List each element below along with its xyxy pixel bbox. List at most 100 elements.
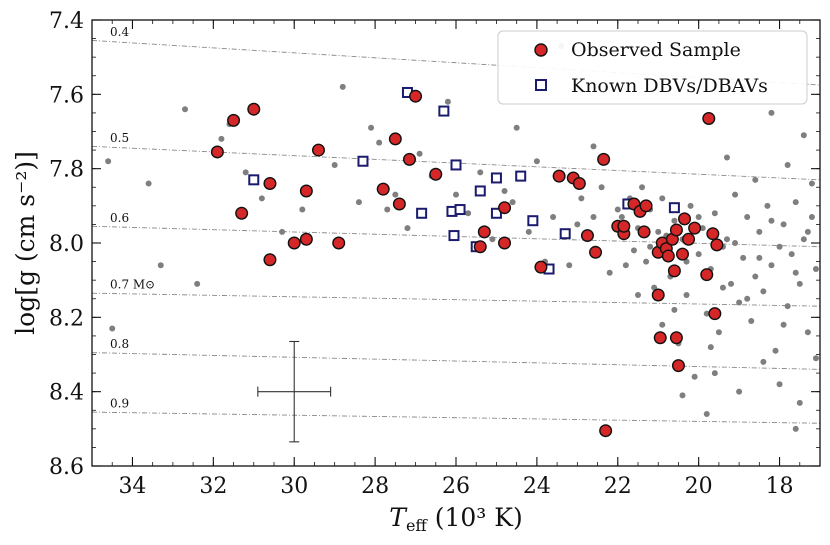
known-dbv-point-1	[357, 155, 369, 167]
mass-track-4	[92, 352, 820, 370]
y-axis-label: log[g (cm s⁻²)]	[11, 151, 40, 335]
x-axis-label: Teff (10³ K)	[389, 503, 522, 535]
y-tick-label-6: 8.6	[49, 455, 84, 480]
mass-track-label-3: 0.7 M⊙	[110, 278, 155, 292]
background-point-91	[647, 243, 654, 250]
background-point-13	[331, 161, 338, 168]
background-point-6	[218, 135, 225, 142]
known-dbv-point-11	[490, 172, 502, 184]
background-point-98	[732, 240, 739, 246]
background-point-49	[655, 228, 662, 235]
background-point-108	[796, 399, 803, 406]
background-point-61	[703, 310, 710, 317]
background-point-53	[671, 217, 678, 224]
observed-point-17	[477, 225, 491, 239]
background-point-59	[695, 251, 702, 258]
background-point-74	[756, 228, 763, 235]
background-point-2	[145, 180, 152, 187]
background-point-40	[614, 206, 621, 213]
observed-point-18	[473, 240, 487, 254]
observed-point-41	[675, 247, 689, 261]
background-point-24	[453, 191, 459, 198]
background-point-5	[194, 280, 201, 287]
background-point-79	[776, 243, 783, 250]
background-point-99	[744, 295, 751, 302]
background-point-35	[566, 262, 573, 269]
background-point-87	[808, 213, 815, 220]
background-point-64	[715, 329, 722, 336]
background-point-76	[764, 202, 771, 209]
legend-label-known: Known DBVs/DBAVs	[571, 75, 768, 97]
background-point-100	[756, 254, 763, 261]
background-point-50	[659, 321, 666, 328]
legend-marker-known	[535, 79, 547, 91]
background-point-113	[784, 161, 791, 168]
background-point-68	[732, 191, 739, 198]
background-point-120	[703, 410, 710, 417]
background-point-36	[578, 195, 585, 202]
background-point-20	[404, 225, 411, 232]
x-tick-label-6: 22	[604, 474, 632, 499]
x-tick-label-8: 18	[766, 474, 794, 499]
observed-point-42	[682, 232, 696, 246]
known-dbv-point-18	[668, 202, 680, 214]
background-point-80	[780, 221, 787, 228]
observed-point-8	[287, 236, 301, 250]
background-point-90	[635, 292, 641, 299]
known-dbv-point-10	[474, 185, 486, 197]
observed-point-10	[332, 236, 346, 250]
observed-point-53	[671, 359, 685, 373]
background-point-23	[444, 98, 451, 105]
background-point-56	[683, 292, 690, 299]
background-point-111	[679, 392, 686, 399]
x-tick-label-7: 20	[685, 474, 713, 499]
background-point-84	[796, 280, 803, 287]
background-point-105	[812, 355, 819, 362]
observed-point-33	[637, 225, 651, 239]
x-tick-label-4: 26	[442, 474, 470, 499]
observed-point-27	[597, 152, 611, 166]
observed-point-45	[706, 227, 720, 241]
observed-point-19	[498, 201, 512, 215]
background-point-104	[804, 228, 811, 235]
y-tick-label-3: 8.0	[49, 232, 84, 257]
observed-point-52	[669, 331, 683, 345]
axis-ticks	[91, 19, 821, 467]
mass-track-5	[92, 411, 820, 424]
background-point-16	[368, 124, 375, 131]
background-point-45	[639, 184, 646, 191]
background-point-17	[376, 139, 383, 146]
observed-point-6	[311, 143, 325, 157]
background-point-57	[687, 202, 694, 209]
background-point-70	[740, 254, 747, 261]
mass-track-label-1: 0.5	[110, 131, 129, 145]
legend: Observed Sample Known DBVs/DBAVs	[497, 30, 808, 105]
background-point-116	[800, 132, 807, 139]
legend-label-observed: Observed Sample	[571, 39, 741, 61]
background-point-46	[643, 258, 650, 265]
background-point-101	[768, 217, 775, 224]
background-point-1	[109, 325, 116, 332]
background-point-66	[723, 236, 730, 243]
background-point-21	[416, 150, 423, 157]
mass-track-label-0: 0.4	[110, 25, 129, 39]
observed-point-9	[263, 253, 277, 267]
background-point-123	[513, 124, 520, 131]
observed-point-48	[708, 307, 722, 321]
observed-point-25	[580, 229, 594, 243]
x-tick-label-0: 34	[118, 474, 146, 499]
background-point-88	[812, 266, 819, 273]
observed-point-46	[710, 238, 724, 252]
observed-point-1	[227, 113, 241, 127]
mass-track-3	[92, 292, 820, 307]
background-point-82	[788, 251, 795, 258]
background-point-14	[339, 83, 346, 90]
background-point-15	[355, 199, 362, 206]
observed-point-34	[639, 199, 653, 213]
background-point-10	[279, 228, 286, 235]
background-point-89	[622, 262, 629, 269]
observed-point-24	[572, 177, 586, 191]
mass-track-label-2: 0.6	[110, 211, 129, 225]
background-point-81	[784, 303, 791, 310]
